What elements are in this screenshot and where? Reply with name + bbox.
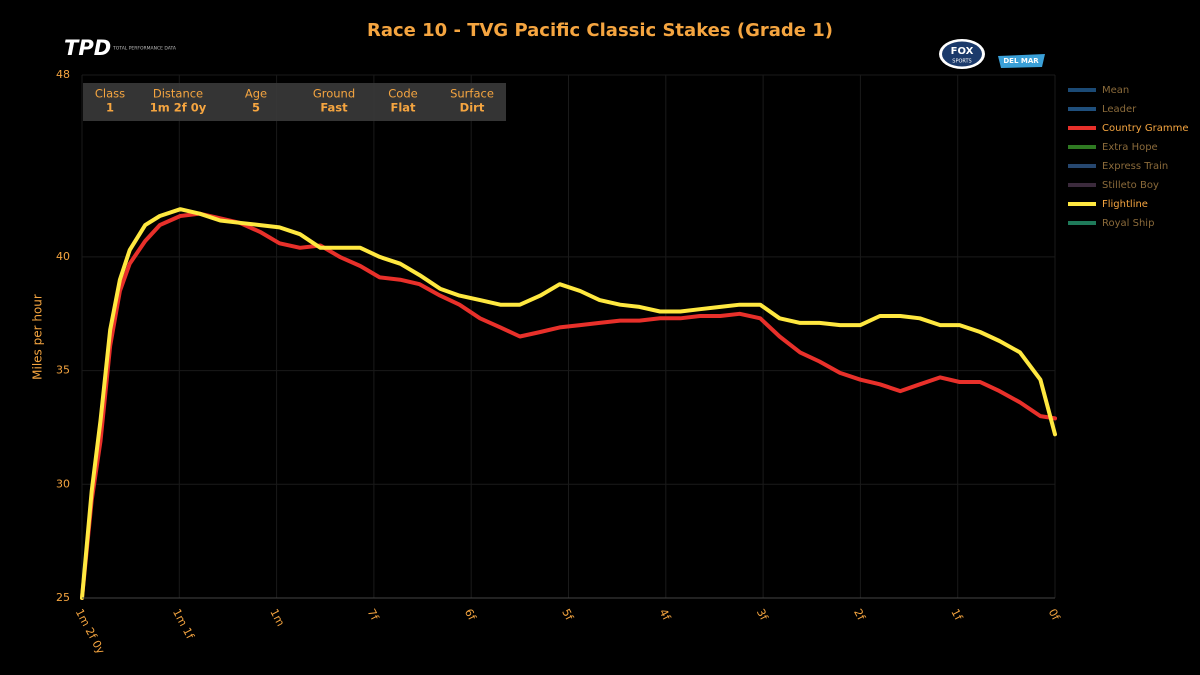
info-value: Fast (320, 101, 348, 115)
legend: Mean Leader Country Gramme Extra Hope Expres… (1068, 85, 1189, 229)
info-header: Ground (313, 87, 355, 101)
legend-label: Leader (1102, 104, 1137, 115)
y-tick-label: 35 (56, 364, 70, 377)
lines (80, 207, 1057, 600)
info-value: Flat (390, 101, 416, 115)
x-tick-label: 2f (851, 607, 868, 624)
grid (81, 74, 1056, 599)
y-tick-label: 30 (56, 477, 70, 490)
delmar-logo-badge (998, 54, 1045, 68)
fox-logo-text: FOX (951, 46, 974, 57)
x-tick-label: 1m 2f 0y (73, 607, 108, 657)
legend-label: Mean (1102, 85, 1129, 96)
series-line (80, 207, 1057, 600)
x-tick-label: 5f (559, 607, 576, 624)
x-tick-label: 4f (657, 607, 674, 624)
fox-logo-sub: SPORTS (952, 59, 971, 65)
info-header: Surface (450, 87, 494, 101)
info-header: Distance (153, 87, 203, 101)
y-tick-label: 40 (56, 250, 70, 263)
series-line (80, 211, 1057, 600)
x-tick-label: 7f (365, 607, 382, 624)
tpd-logo: TPD TOTAL PERFORMANCE DATA (64, 36, 177, 60)
fox-logo-inner (942, 41, 982, 67)
x-tick-label: 3f (754, 607, 771, 624)
chart-title: Race 10 - TVG Pacific Classic Stakes (Gr… (367, 20, 833, 41)
y-tick-label: 25 (56, 591, 70, 604)
info-header: Age (245, 87, 267, 101)
legend-label: Express Train (1102, 161, 1168, 172)
info-header: Class (95, 87, 125, 101)
legend-label: Country Gramme (1102, 123, 1189, 134)
tpd-logo-sub: TOTAL PERFORMANCE DATA (112, 46, 177, 52)
tpd-logo-text: TPD (64, 36, 111, 60)
info-box (83, 83, 506, 121)
legend-label: Extra Hope (1102, 142, 1158, 153)
axes: 25 30 35 40 48 1m 2f 0y 1m 1f 1m 7f 6f 5f 4f 3f 2f 1f 0… (56, 68, 1063, 657)
legend-label: Royal Ship (1102, 218, 1154, 229)
y-tick-label: 48 (56, 68, 70, 81)
info-value: 1 (106, 101, 114, 115)
y-axis-label: Miles per hour (31, 294, 45, 380)
legend-label: Stilleto Boy (1102, 180, 1159, 191)
fox-logo: FOX SPORTS (939, 39, 985, 69)
info-value: Dirt (460, 101, 485, 115)
info-value: 1m 2f 0y (150, 101, 207, 115)
x-tick-label: 0f (1046, 607, 1063, 624)
x-tick-label: 1f (948, 607, 965, 624)
info-header: Code (388, 87, 417, 101)
legend-label: Flightline (1102, 199, 1148, 210)
delmar-logo: DEL MAR (998, 54, 1045, 68)
x-tick-label: 1m (267, 607, 287, 629)
info-value: 5 (252, 101, 260, 115)
delmar-logo-text: DEL MAR (1003, 57, 1039, 65)
x-tick-label: 6f (462, 607, 479, 624)
x-tick-label: 1m 1f (170, 607, 197, 642)
